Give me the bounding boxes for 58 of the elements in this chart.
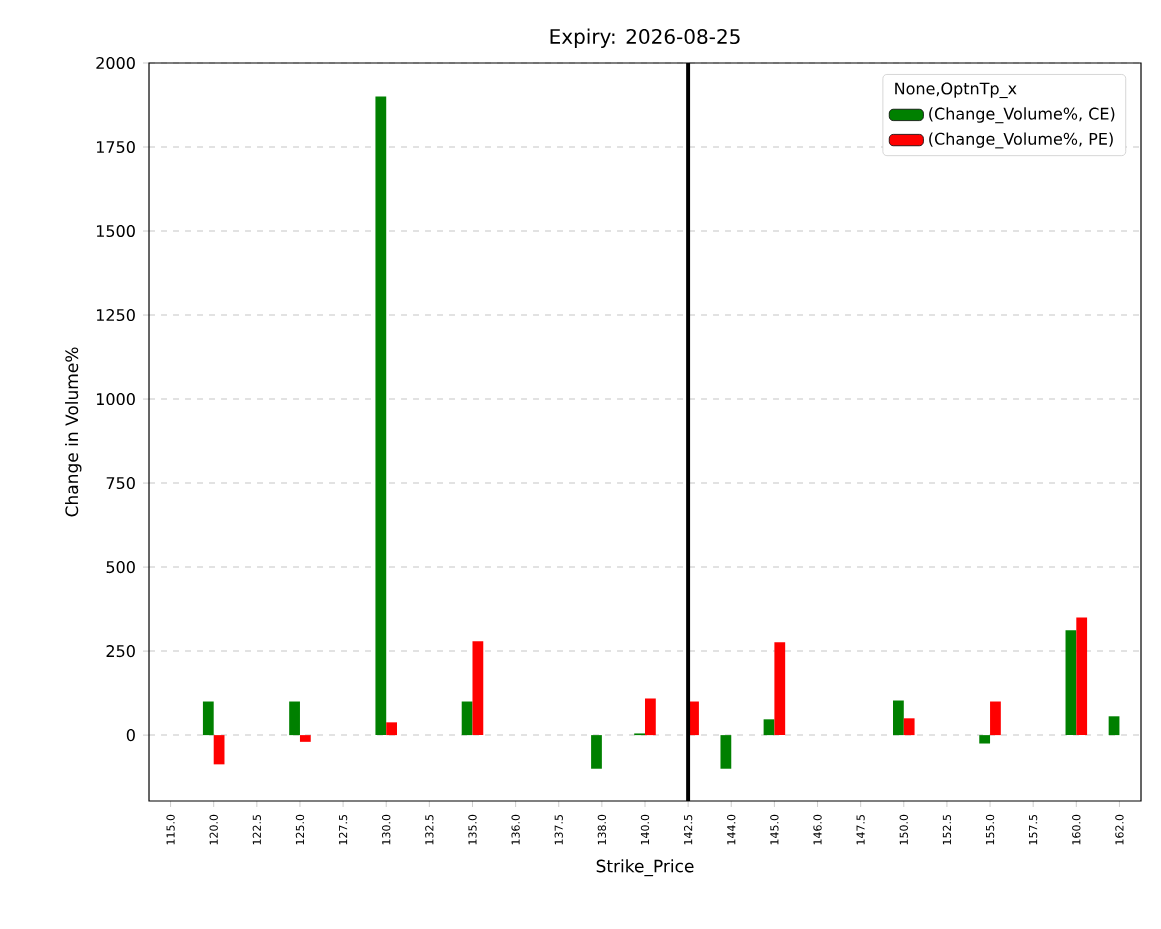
bar [774,642,786,736]
x-tick-label: 130.0 [382,814,391,845]
x-axis-title: Strike_Price [596,859,694,877]
x-tick-label: 147.5 [856,815,865,845]
bar [375,96,387,736]
x-tick-label: 162.0 [1115,814,1124,845]
x-tick-label: 144.0 [727,814,736,845]
x-tick-label: 150.0 [899,814,908,845]
x-tick-label: 115.0 [166,814,175,845]
bar [289,701,300,736]
x-tick-label: 135.0 [468,814,477,845]
x-tick-label: 125.0 [295,814,305,845]
x-tick-label: 120.0 [209,814,218,845]
y-tick-label: 0 [126,729,135,742]
x-tick-label: 157.5 [1029,815,1038,845]
x-tick-label: 155.0 [985,814,995,845]
bar [461,701,473,736]
bar [386,722,397,736]
bar [1108,716,1120,736]
x-tick-label: 136.0 [511,814,520,845]
y-tick-label: 750 [106,477,135,490]
x-tick-label: 140.0 [640,814,650,845]
bar [903,718,915,736]
x-tick-label: 152.5 [942,815,952,845]
chart-title: Expiry: 2026-08-25 [550,28,740,48]
x-tick-label: 160.0 [1072,814,1081,845]
x-tick-label: 145.0 [770,814,779,845]
bar [990,701,1001,736]
bar [893,700,904,736]
bar [213,735,225,765]
y-tick-label: 1750 [96,140,135,154]
x-tick-label: 146.0 [813,814,822,845]
y-tick-label: 2000 [96,56,135,70]
bar [591,735,602,769]
legend-label: (Change_Volume%, PE) [929,132,1113,149]
legend-label: (Change_Volume%, CE) [929,107,1115,124]
y-axis-title: Change in Volume% [65,347,82,517]
x-tick-label: 137.5 [554,815,563,845]
y-tick-label: 1000 [96,392,135,406]
x-tick-label: 138.0 [597,814,607,845]
bar [472,641,484,736]
y-tick-label: 1250 [96,308,135,322]
x-tick-label: 142.5 [683,815,693,845]
x-tick-label: 122.5 [252,815,261,845]
y-tick-label: 500 [106,561,135,574]
bar [1076,617,1088,736]
bar [763,719,775,736]
bar [1065,630,1077,736]
bar [202,701,214,736]
bar [720,735,732,769]
x-tick-label: 127.5 [338,815,348,845]
x-tick-label: 132.5 [425,815,434,845]
legend-title: None,OptnTp_x [895,82,1017,99]
bar [645,698,656,736]
bar [979,735,991,744]
bar [299,735,311,742]
y-tick-label: 1500 [96,224,135,238]
y-tick-label: 250 [106,645,135,658]
